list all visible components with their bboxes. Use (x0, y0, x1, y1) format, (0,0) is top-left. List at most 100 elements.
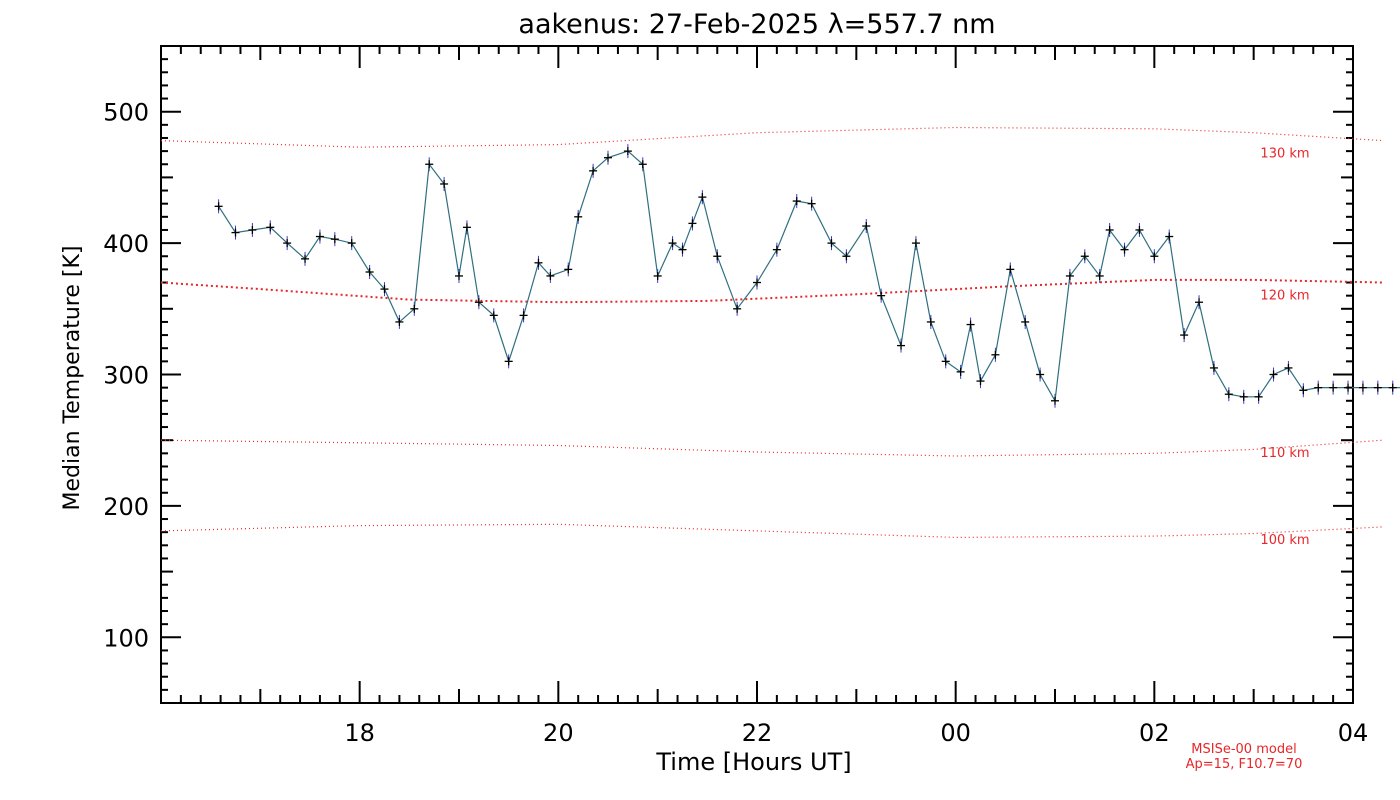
y-tick-label: 200 (103, 493, 149, 521)
data-point (668, 239, 677, 248)
data-point (772, 245, 781, 254)
data-point (733, 304, 742, 313)
data-point (474, 298, 483, 307)
data-point (827, 239, 836, 248)
x-axis: 18 20 22 00 02 04 (160, 46, 1369, 747)
data-point (301, 254, 310, 263)
x-tick-label: 02 (1139, 719, 1170, 747)
data-point (1254, 392, 1263, 401)
data-point (395, 317, 404, 326)
data-point (1269, 370, 1278, 379)
data-point (753, 278, 761, 287)
data-point (1373, 383, 1382, 392)
y-tick-label: 300 (103, 362, 149, 390)
x-tick-label: 22 (742, 719, 773, 747)
data-point (1080, 252, 1089, 261)
data-point (1006, 265, 1015, 274)
y-tick-label: 500 (103, 99, 149, 127)
x-tick-label: 04 (1338, 719, 1369, 747)
model-curve (160, 126, 1383, 148)
data-point (1065, 271, 1074, 280)
x-tick-label: 18 (344, 719, 375, 747)
data-point (455, 271, 463, 280)
data-point (365, 268, 374, 277)
chart-title: aakenus: 27-Feb-2025 λ=557.7 nm (518, 9, 995, 40)
data-point (534, 258, 543, 267)
data-point (214, 202, 223, 211)
data-series (214, 144, 1400, 408)
data-point (380, 285, 389, 294)
data-point (1388, 383, 1397, 392)
data-point (489, 311, 498, 320)
data-point (519, 311, 528, 320)
data-line (218, 150, 1400, 403)
data-point (440, 179, 449, 188)
data-point (1224, 390, 1233, 399)
data-point (678, 245, 687, 254)
data-point (877, 291, 886, 300)
data-point (698, 193, 707, 202)
data-point (1150, 252, 1159, 261)
data-point (1329, 383, 1338, 392)
data-point (1021, 317, 1030, 326)
data-point (653, 271, 662, 280)
y-axis-label: Median Temperature [K] (60, 246, 85, 511)
data-point (976, 377, 985, 386)
data-point (410, 304, 419, 313)
data-point (1344, 383, 1353, 392)
data-point (1105, 225, 1114, 234)
data-point (941, 357, 950, 366)
data-point (1239, 392, 1248, 401)
data-point (1180, 331, 1189, 340)
data-point (926, 317, 935, 326)
x-axis-label: Time [Hours UT] (655, 748, 851, 776)
model-curve-label: 120 km (1260, 289, 1309, 304)
data-point (504, 357, 513, 366)
model-name-label: MSISe-00 model (1191, 742, 1296, 757)
model-curve (160, 523, 1383, 539)
model-curve (160, 439, 1383, 457)
data-point (1051, 396, 1059, 405)
data-point (231, 228, 240, 237)
y-tick-label: 100 (103, 624, 149, 652)
data-point (688, 219, 697, 228)
data-point (897, 341, 906, 350)
model-curve-label: 110 km (1260, 446, 1309, 461)
data-point (564, 265, 573, 274)
data-point (315, 232, 324, 241)
model-params-label: Ap=15, F10.7=70 (1186, 757, 1303, 772)
data-point (1314, 383, 1323, 392)
data-point (966, 320, 975, 329)
data-point (623, 147, 632, 156)
x-tick-label: 00 (940, 719, 971, 747)
plot-frame (160, 45, 1354, 704)
data-point (589, 166, 598, 175)
data-point (956, 367, 965, 376)
data-point (862, 222, 871, 231)
data-point (1095, 271, 1104, 280)
data-point (1036, 370, 1045, 379)
data-point (574, 212, 583, 221)
data-point (266, 223, 275, 232)
model-curves: 130 km 120 km 110 km 100 km (160, 126, 1383, 548)
data-point (462, 223, 471, 232)
model-curve (160, 278, 1383, 304)
x-tick-label: 20 (543, 719, 574, 747)
data-point (283, 239, 292, 248)
data-point (1195, 298, 1204, 307)
data-point (842, 252, 851, 261)
data-point (911, 239, 920, 248)
y-axis: 100 200 300 400 500 (103, 45, 1353, 704)
data-point (546, 271, 555, 280)
data-point (1299, 386, 1308, 395)
data-point (1135, 225, 1144, 234)
data-point (330, 235, 339, 244)
data-point (1120, 245, 1129, 254)
data-point (638, 160, 647, 169)
data-point (807, 199, 816, 208)
data-point (347, 239, 356, 248)
data-point (1358, 383, 1367, 392)
y-tick-label: 400 (103, 230, 149, 258)
data-point (991, 350, 1000, 359)
